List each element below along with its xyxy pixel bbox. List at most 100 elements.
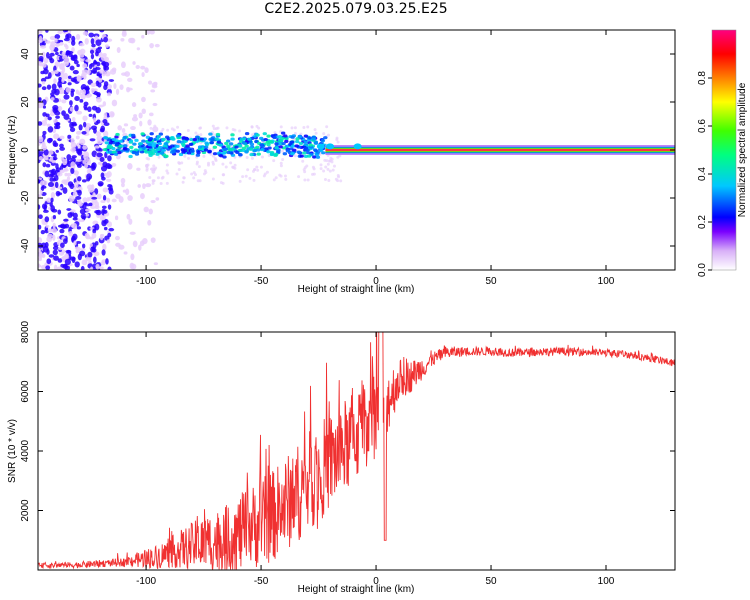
spectrogram-cell bbox=[153, 168, 157, 172]
spectrogram-cell bbox=[140, 193, 145, 200]
spectrogram-cell bbox=[87, 69, 91, 75]
spectrogram-cell bbox=[38, 101, 44, 108]
spectrogram-cell bbox=[94, 205, 100, 210]
spectrogram-cell bbox=[281, 142, 286, 146]
spectrogram-cell bbox=[53, 264, 58, 270]
spectrogram-cell bbox=[127, 77, 133, 82]
spectrogram-cell bbox=[72, 191, 78, 197]
spectrogram-cell bbox=[238, 179, 242, 183]
spectrogram-cell bbox=[57, 192, 63, 196]
spectrogram-cell bbox=[222, 173, 226, 177]
spectrogram-cell bbox=[290, 135, 295, 139]
spectrogram-cell bbox=[98, 266, 104, 270]
spectrogram-cell bbox=[91, 198, 98, 204]
spectrogram-cell bbox=[121, 182, 125, 188]
spectrogram-cell bbox=[45, 157, 49, 161]
spectrogram-cell bbox=[63, 37, 70, 42]
spectrogram-cell bbox=[216, 140, 222, 144]
spectrogram-cell bbox=[84, 107, 88, 111]
spectrogram-cell bbox=[96, 193, 102, 200]
spectrogram-cell bbox=[127, 87, 133, 91]
spectrogram-cell bbox=[163, 142, 169, 146]
spectrogram-cell bbox=[74, 246, 80, 250]
spectrogram-cell bbox=[54, 34, 61, 40]
spectrogram-cell bbox=[151, 84, 158, 89]
spectrogram-cell bbox=[237, 144, 243, 148]
spectrogram-cell bbox=[70, 167, 75, 175]
spectrogram-cell bbox=[102, 148, 108, 152]
spectrogram-cell bbox=[81, 259, 88, 266]
spectrogram-cell bbox=[96, 96, 102, 103]
spectrogram-cell bbox=[206, 163, 210, 167]
spectrogram-cell bbox=[284, 139, 289, 143]
spectrogram-cell bbox=[82, 31, 89, 36]
spectrogram-cell bbox=[192, 176, 196, 180]
spectrogram-cell bbox=[93, 251, 100, 257]
spectrogram-cell bbox=[249, 142, 255, 146]
spectrogram-cell bbox=[210, 138, 215, 142]
spectrogram-cell bbox=[104, 151, 108, 159]
spectrogram-cell bbox=[87, 106, 92, 113]
spectrogram-cell bbox=[72, 233, 78, 241]
spectrogram-cell bbox=[278, 145, 283, 149]
spectrogram-cell bbox=[131, 102, 137, 108]
spectrogram-cell bbox=[248, 147, 254, 151]
spectrogram-cell bbox=[140, 132, 145, 136]
spectrogram-cell bbox=[219, 154, 224, 158]
spectrogram-cell bbox=[338, 154, 342, 158]
spectrogram-cell bbox=[40, 242, 47, 249]
spectrogram-cell bbox=[48, 174, 54, 178]
spectrogram-cell bbox=[46, 137, 53, 144]
spectrogram-cell bbox=[47, 233, 53, 239]
spectrogram-cell bbox=[234, 145, 239, 149]
spectrogram-cell bbox=[244, 174, 248, 178]
spectrogram-cell bbox=[134, 138, 139, 142]
spectrogram-cell bbox=[311, 137, 317, 141]
spectrogram-cell bbox=[40, 264, 46, 270]
spectrogram-cell bbox=[320, 139, 326, 143]
spectrogram-cell bbox=[146, 30, 151, 35]
spectrogram-cell bbox=[108, 150, 113, 154]
spectrogram-cell bbox=[104, 44, 109, 48]
spectrogram-cell bbox=[319, 148, 324, 153]
spectrogram-cell bbox=[70, 161, 76, 168]
spectrogram-cell bbox=[150, 199, 156, 204]
spectrogram-cell bbox=[76, 63, 80, 68]
spectrogram-cell bbox=[61, 249, 66, 254]
spectrogram-cell bbox=[290, 152, 295, 156]
colorbar: 0.0 0.2 0.4 0.6 0.8 Normalized spectral ampl… bbox=[697, 29, 748, 277]
spectrogram-cell bbox=[115, 235, 120, 241]
spectrogram-panel: -100 -50 0 50 100 -40 -20 0 20 40 Height of strai… bbox=[7, 29, 676, 295]
spectrogram-cell bbox=[137, 184, 142, 188]
spectrogram-cell bbox=[58, 76, 63, 82]
spectrogram-cell bbox=[325, 125, 329, 129]
spectrogram-cell bbox=[184, 137, 190, 141]
spectrogram-cell bbox=[93, 33, 100, 38]
spectrogram-cell bbox=[279, 125, 283, 129]
spectrogram-cell bbox=[59, 223, 66, 229]
spectrogram-cell bbox=[231, 165, 235, 169]
spectrogram-cell bbox=[306, 125, 310, 129]
spectrogram-cell bbox=[138, 142, 143, 146]
spectrogram-cell bbox=[115, 88, 120, 95]
spectrogram-cell bbox=[73, 170, 79, 176]
spectrogram-cell bbox=[106, 92, 112, 97]
spectrogram-cell bbox=[82, 121, 87, 128]
spectrogram-cell bbox=[69, 127, 76, 133]
spectrogram-cell bbox=[48, 169, 55, 173]
spectrogram-cell bbox=[147, 80, 153, 85]
colorbar-gradient bbox=[711, 29, 737, 271]
spectrogram-cell bbox=[89, 49, 95, 54]
spectrogram-cell bbox=[114, 143, 120, 147]
spectrogram-cell bbox=[60, 242, 65, 248]
spectrogram-cell bbox=[107, 204, 112, 210]
spectrogram-cell bbox=[289, 140, 295, 144]
spectrogram-cell bbox=[106, 178, 112, 183]
spectrogram-cell bbox=[103, 64, 107, 71]
spectrogram-cell bbox=[57, 209, 62, 215]
colorbar-tick-label: 0.0 bbox=[697, 263, 708, 277]
spectrogram-cell bbox=[41, 80, 46, 85]
spectrogram-cell bbox=[302, 151, 307, 155]
spectrogram-cell bbox=[105, 258, 109, 265]
spectrogram-cell bbox=[322, 132, 326, 136]
